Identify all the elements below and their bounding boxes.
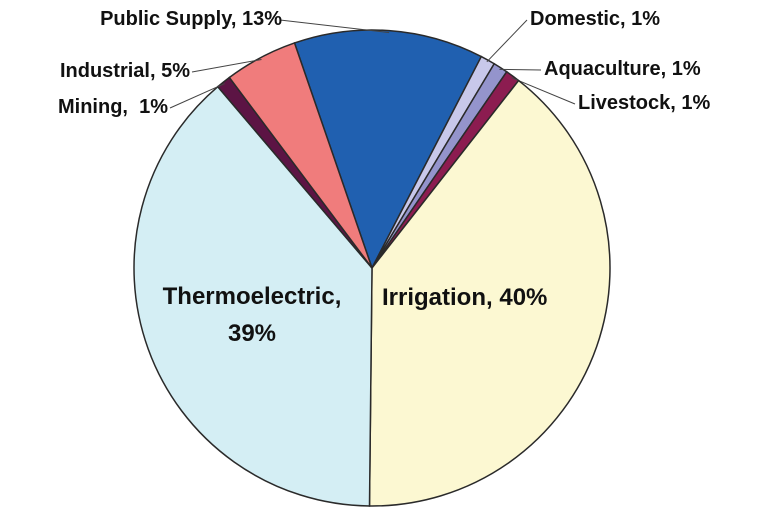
slice-label: Industrial, 5%: [60, 60, 190, 82]
label-line: Livestock, 1%: [578, 92, 711, 114]
slice-label: Mining, 1%: [58, 96, 168, 118]
leader-line: [169, 83, 225, 109]
slice-label: Thermoelectric, 39%: [163, 283, 342, 347]
pie-slice: [293, 29, 483, 270]
label-line: Thermoelectric,: [163, 283, 342, 310]
label-line: Aquaculture, 1%: [544, 58, 701, 80]
pie-slice: [228, 42, 373, 269]
label-line: Public Supply, 13%: [100, 8, 282, 30]
leader-line: [191, 58, 262, 73]
slice-label: Aquaculture, 1%: [544, 58, 701, 80]
slice-label: Public Supply, 13%: [100, 8, 282, 30]
slice-label: Irrigation, 40%: [382, 284, 547, 311]
slice-label: Livestock, 1%: [578, 92, 711, 114]
slice-label: Domestic, 1%: [530, 8, 660, 30]
leader-line: [279, 19, 390, 34]
label-line: Industrial, 5%: [60, 60, 190, 82]
leader-line: [511, 77, 576, 105]
label-line: Mining, 1%: [58, 96, 168, 118]
leader-line: [499, 68, 542, 71]
leader-line: [486, 19, 528, 63]
label-line: Domestic, 1%: [530, 8, 660, 30]
label-line: 39%: [228, 320, 276, 347]
pie-slice: [133, 85, 373, 507]
pie-slice: [368, 79, 611, 507]
label-line: Irrigation, 40%: [382, 284, 547, 311]
